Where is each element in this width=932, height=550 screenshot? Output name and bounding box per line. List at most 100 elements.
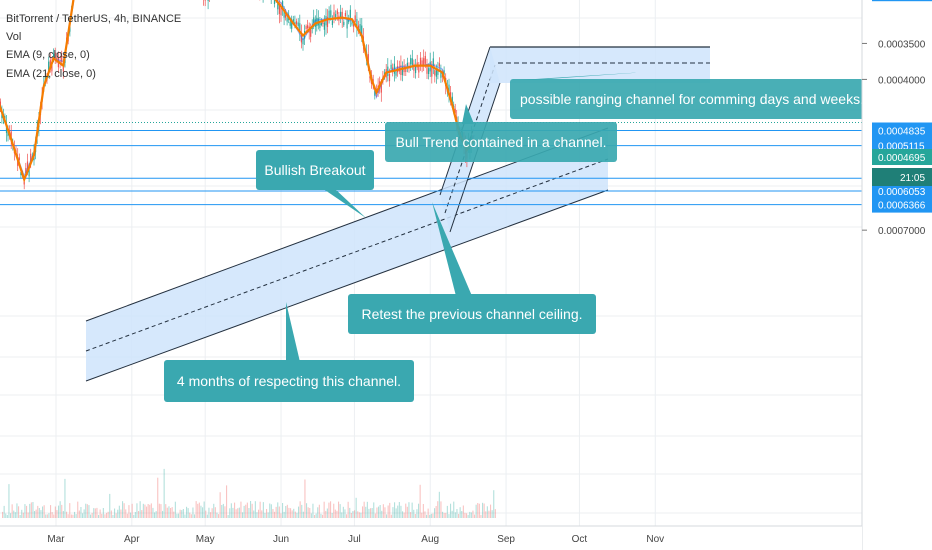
vol-label[interactable]: Vol — [6, 31, 21, 43]
volume-bar — [451, 510, 453, 518]
volume-bar — [77, 501, 79, 518]
volume-bar — [301, 504, 303, 518]
candle-body — [280, 7, 282, 16]
volume-bar — [214, 507, 216, 518]
volume-bar — [19, 515, 21, 518]
volume-bar — [120, 509, 122, 518]
candle-body — [333, 12, 335, 19]
candle-body — [313, 17, 315, 24]
candle-body — [320, 22, 322, 25]
time-axis[interactable] — [0, 526, 862, 550]
volume-bar — [16, 503, 18, 518]
volume-bar — [346, 514, 348, 518]
volume-bar — [445, 512, 447, 518]
candle-body — [450, 92, 452, 99]
volume-bar — [258, 509, 260, 518]
volume-bar — [179, 509, 181, 518]
month-label: Oct — [572, 534, 588, 545]
volume-bar — [170, 508, 172, 518]
ema9-label[interactable]: EMA (9, close, 0) — [6, 49, 90, 61]
volume-bar — [218, 514, 220, 518]
volume-bar — [230, 503, 232, 518]
candle-body — [292, 19, 294, 23]
volume-bar — [274, 511, 276, 518]
candle-body — [411, 58, 413, 66]
candle-body — [451, 96, 453, 103]
symbol-title[interactable]: BitTorrent / TetherUS, 4h, BINANCE — [6, 13, 181, 25]
candle-body — [56, 57, 58, 60]
last-price-tag — [872, 149, 932, 165]
ema21-label[interactable]: EMA (21, close, 0) — [6, 68, 96, 80]
volume-bar — [144, 504, 146, 518]
candle-body — [432, 58, 434, 66]
candle-body — [426, 64, 428, 74]
price-axis-ticks: 0.00070000.00040000.00035000.00025000.00… — [862, 39, 926, 237]
candle-body — [369, 76, 371, 79]
candle-body — [351, 22, 353, 25]
volume-bar — [253, 510, 255, 518]
volume-bar — [186, 506, 188, 518]
volume-bar — [254, 501, 256, 518]
candle-body — [28, 168, 30, 177]
candle-body — [359, 24, 361, 32]
volume-bar — [187, 508, 189, 518]
volume-bar — [419, 484, 421, 518]
volume-bar — [62, 511, 64, 518]
candle-body — [319, 23, 321, 28]
volume-bar — [341, 512, 343, 518]
candle-body — [330, 10, 332, 18]
volume-bar — [293, 508, 295, 518]
volume-bar — [141, 510, 143, 518]
candle-body — [326, 17, 329, 27]
time-axis-ticks: Mar Apr May Jun Jul Aug Sep Oct Nov — [47, 534, 664, 545]
respecting-note-box[interactable] — [164, 360, 414, 402]
volume-bar — [101, 513, 103, 518]
volume-bar — [446, 505, 448, 518]
volume-bar — [427, 508, 429, 518]
volume-bar — [461, 511, 463, 518]
volume-bar — [82, 513, 84, 518]
volume-bar — [334, 509, 336, 518]
volume-bar — [378, 506, 380, 518]
volume-bar — [397, 505, 399, 518]
volume-bar — [475, 504, 477, 518]
candle-body — [410, 58, 412, 65]
retest-note-box[interactable] — [348, 294, 596, 334]
breakout-note: Bullish Breakout — [264, 162, 365, 178]
price-axis[interactable] — [862, 0, 932, 550]
candle-body — [0, 101, 2, 108]
candle-body — [349, 9, 351, 18]
volume-bar — [134, 512, 136, 518]
volume-bar — [189, 512, 191, 518]
plot-area[interactable] — [0, 0, 862, 518]
volume-bar — [78, 510, 80, 518]
volume-bar — [46, 514, 48, 518]
candle-body — [434, 70, 436, 76]
volume-bar — [331, 513, 333, 518]
volume-bar — [354, 510, 356, 518]
ranging-note-box[interactable] — [510, 79, 875, 119]
volume-bar — [379, 505, 381, 518]
candle-body — [401, 66, 404, 76]
volume-bar — [462, 505, 464, 518]
candle-body — [336, 10, 338, 15]
candle-body — [48, 61, 50, 72]
volume-bar — [365, 506, 367, 518]
breakout-note-box[interactable] — [256, 150, 374, 190]
volume-bar — [128, 505, 130, 518]
price-tick-label: 0.0007000 — [878, 226, 926, 237]
volume-bar — [248, 508, 250, 518]
respecting-note: 4 months of respecting this channel. — [177, 373, 401, 389]
volume-bar — [22, 512, 24, 518]
volume-bar — [114, 508, 116, 518]
month-label: Nov — [646, 534, 664, 545]
volume-bar — [11, 504, 13, 518]
candle-body — [302, 38, 304, 45]
countdown-tag — [872, 168, 932, 186]
price-tag — [872, 122, 932, 139]
candle-body — [356, 19, 358, 29]
bull-trend-note-box[interactable] — [385, 122, 617, 162]
volume-bar — [256, 512, 258, 518]
volume-bar — [290, 508, 292, 518]
